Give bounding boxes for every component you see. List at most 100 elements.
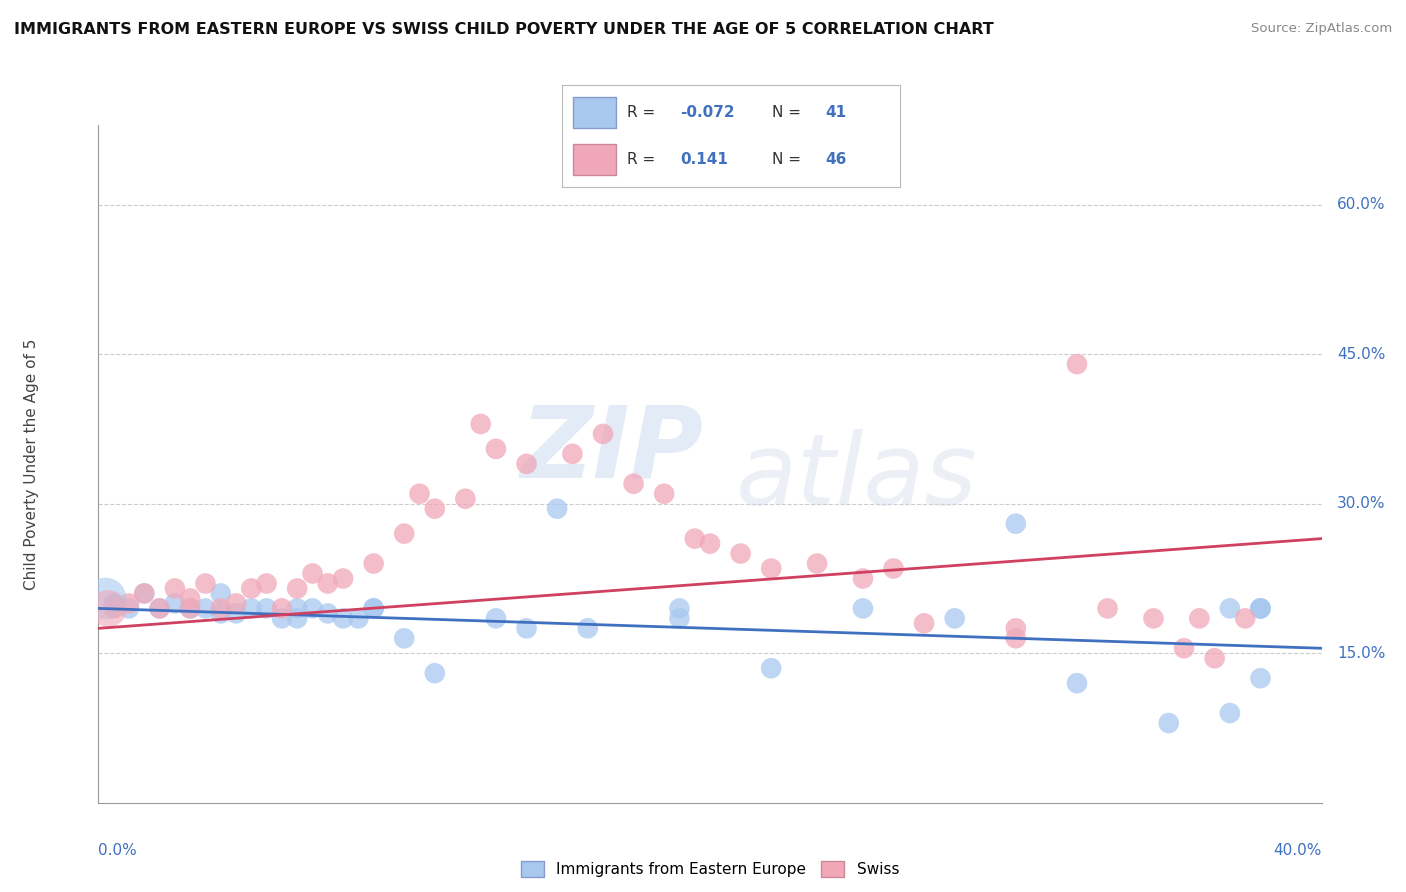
- Point: [1249, 601, 1271, 615]
- Point: [423, 501, 446, 516]
- Point: [516, 621, 538, 635]
- Text: 30.0%: 30.0%: [1337, 496, 1385, 511]
- Point: [1219, 601, 1241, 615]
- Point: [408, 487, 430, 501]
- Text: 41: 41: [825, 105, 846, 120]
- Point: [209, 601, 232, 615]
- Text: atlas: atlas: [735, 429, 977, 526]
- Point: [699, 536, 721, 550]
- Point: [1142, 611, 1164, 625]
- Point: [209, 586, 232, 600]
- Text: Child Poverty Under the Age of 5: Child Poverty Under the Age of 5: [24, 338, 38, 590]
- Point: [516, 457, 538, 471]
- Point: [392, 632, 416, 646]
- Point: [240, 601, 263, 615]
- Point: [1004, 621, 1026, 635]
- Point: [485, 611, 508, 625]
- Point: [668, 601, 690, 615]
- Point: [256, 601, 278, 615]
- Point: [759, 561, 782, 575]
- Text: 0.0%: 0.0%: [98, 843, 138, 858]
- Point: [316, 607, 339, 621]
- Text: Source: ZipAtlas.com: Source: ZipAtlas.com: [1251, 22, 1392, 36]
- Point: [454, 491, 477, 506]
- Text: IMMIGRANTS FROM EASTERN EUROPE VS SWISS CHILD POVERTY UNDER THE AGE OF 5 CORRELA: IMMIGRANTS FROM EASTERN EUROPE VS SWISS …: [14, 22, 994, 37]
- Legend: Immigrants from Eastern Europe, Swiss: Immigrants from Eastern Europe, Swiss: [515, 855, 905, 883]
- Point: [470, 417, 492, 431]
- Point: [363, 557, 385, 571]
- Point: [423, 666, 446, 681]
- Point: [256, 576, 278, 591]
- Point: [943, 611, 966, 625]
- Point: [347, 611, 370, 625]
- Bar: [572, 97, 616, 128]
- Point: [194, 601, 217, 615]
- Point: [363, 601, 385, 615]
- Point: [852, 601, 875, 615]
- Point: [103, 601, 125, 615]
- Point: [1249, 671, 1271, 685]
- Point: [285, 601, 308, 615]
- Point: [301, 566, 323, 581]
- Point: [883, 561, 905, 575]
- Point: [179, 601, 201, 615]
- Point: [668, 611, 690, 625]
- Text: ZIP: ZIP: [520, 401, 703, 499]
- Point: [852, 572, 875, 586]
- Point: [1234, 611, 1257, 625]
- Point: [546, 501, 568, 516]
- Point: [730, 547, 752, 561]
- Text: R =: R =: [627, 153, 655, 167]
- Point: [592, 426, 614, 441]
- Text: N =: N =: [772, 153, 800, 167]
- Point: [270, 601, 292, 615]
- Text: R =: R =: [627, 105, 655, 120]
- Point: [1219, 706, 1241, 720]
- Point: [1249, 601, 1271, 615]
- Point: [1004, 632, 1026, 646]
- Point: [1188, 611, 1211, 625]
- Text: 45.0%: 45.0%: [1337, 347, 1385, 361]
- Point: [316, 576, 339, 591]
- Point: [285, 582, 308, 596]
- Point: [623, 476, 645, 491]
- Point: [93, 591, 115, 606]
- Point: [179, 591, 201, 606]
- Text: 40.0%: 40.0%: [1274, 843, 1322, 858]
- Point: [759, 661, 782, 675]
- Point: [163, 582, 186, 596]
- Point: [363, 601, 385, 615]
- Point: [194, 576, 217, 591]
- Point: [332, 572, 354, 586]
- Point: [134, 586, 156, 600]
- Point: [149, 601, 172, 615]
- Point: [118, 596, 141, 610]
- Text: 60.0%: 60.0%: [1337, 197, 1385, 212]
- Text: N =: N =: [772, 105, 800, 120]
- Point: [1204, 651, 1226, 665]
- Point: [134, 586, 156, 600]
- Point: [1066, 357, 1088, 371]
- Point: [118, 601, 141, 615]
- Point: [332, 611, 354, 625]
- Text: 15.0%: 15.0%: [1337, 646, 1385, 661]
- Point: [652, 487, 675, 501]
- Point: [163, 596, 186, 610]
- Point: [1249, 601, 1271, 615]
- Point: [392, 526, 416, 541]
- Point: [485, 442, 508, 456]
- Point: [1173, 641, 1195, 656]
- Point: [1097, 601, 1119, 615]
- Bar: [572, 145, 616, 175]
- Point: [103, 596, 125, 610]
- Point: [806, 557, 828, 571]
- Point: [209, 607, 232, 621]
- Point: [576, 621, 599, 635]
- Text: 46: 46: [825, 153, 846, 167]
- Point: [683, 532, 706, 546]
- Point: [97, 601, 120, 615]
- Point: [285, 611, 308, 625]
- Point: [1004, 516, 1026, 531]
- Point: [270, 611, 292, 625]
- Text: -0.072: -0.072: [681, 105, 735, 120]
